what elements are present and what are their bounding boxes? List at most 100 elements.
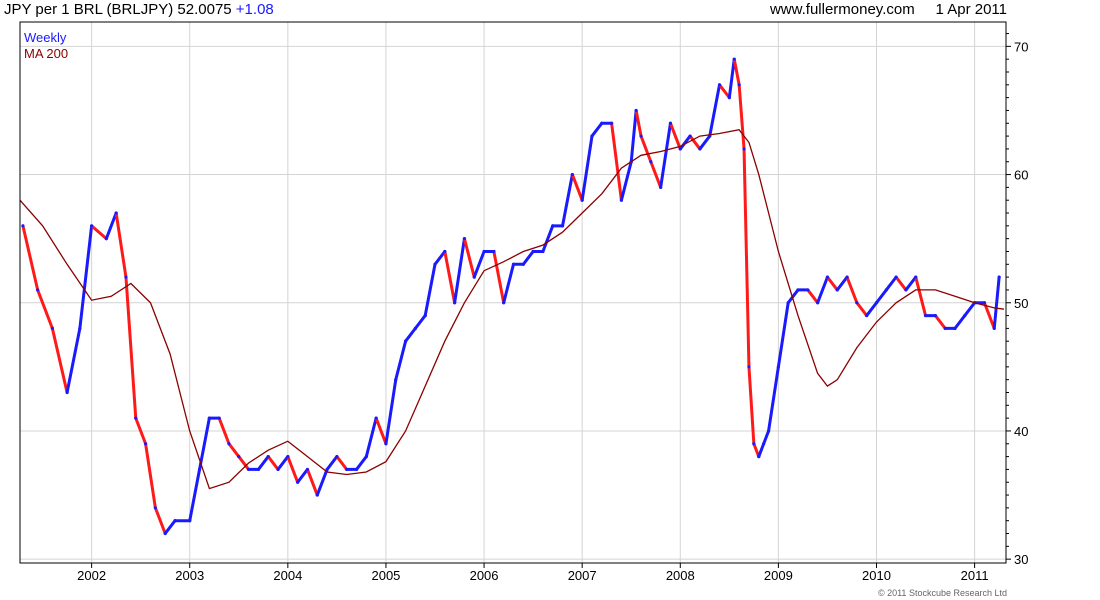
weekly-segment — [732, 57, 741, 87]
weekly-segment — [404, 326, 417, 343]
x-tick-label: 2010 — [862, 568, 891, 583]
weekly-point — [634, 108, 638, 113]
weekly-point — [521, 262, 525, 266]
weekly-segment — [462, 237, 476, 279]
weekly-point — [963, 313, 967, 318]
chart-date: 1 Apr 2011 — [935, 1, 1007, 18]
weekly-point — [296, 480, 300, 484]
weekly-segment — [561, 173, 574, 228]
weekly-point — [394, 378, 398, 382]
site-link[interactable]: www.fullermoney.com — [769, 1, 915, 18]
weekly-point — [197, 467, 202, 472]
weekly-point — [173, 519, 177, 523]
title-text: JPY per 1 BRL (BRLJPY) 52.0075 — [4, 1, 232, 18]
y-tick-label: 70 — [1014, 39, 1028, 54]
weekly-segment — [134, 416, 148, 446]
weekly-segment — [757, 442, 766, 459]
weekly-segment — [144, 442, 157, 510]
weekly-segment — [992, 275, 1001, 330]
weekly-point — [354, 467, 359, 472]
weekly-point — [315, 493, 319, 497]
weekly-segment — [747, 365, 756, 446]
weekly-point — [531, 249, 535, 254]
x-tick-label: 2003 — [175, 568, 204, 583]
weekly-point — [904, 288, 908, 292]
weekly-point — [246, 467, 251, 472]
weekly-segment — [276, 455, 290, 471]
weekly-segment — [36, 288, 54, 330]
weekly-point — [143, 442, 148, 446]
weekly-point — [78, 326, 82, 330]
weekly-point — [865, 313, 869, 318]
weekly-point — [305, 467, 310, 472]
weekly-point — [747, 365, 751, 369]
weekly-segment — [153, 506, 167, 536]
weekly-point — [659, 185, 663, 189]
weekly-point — [560, 224, 565, 228]
weekly-segment — [894, 275, 908, 292]
weekly-segment — [90, 224, 108, 241]
weekly-segment — [688, 134, 702, 151]
weekly-segment — [953, 314, 967, 330]
weekly-point — [482, 249, 486, 254]
legend-weekly: Weekly — [24, 30, 67, 45]
weekly-segment — [639, 134, 653, 164]
weekly-segment — [21, 224, 40, 292]
weekly-point — [732, 57, 736, 61]
x-tick-label: 2004 — [273, 568, 302, 583]
weekly-point — [276, 467, 280, 472]
weekly-segment — [659, 121, 672, 189]
weekly-segment — [374, 416, 388, 446]
weekly-segment — [610, 121, 623, 202]
weekly-segment — [227, 442, 241, 459]
weekly-segment — [188, 467, 202, 523]
weekly-point — [600, 121, 604, 125]
plot-frame — [19, 21, 1007, 564]
x-tick-label: 2006 — [470, 568, 499, 583]
weekly-segment — [727, 57, 736, 100]
weekly-segment — [776, 301, 790, 369]
weekly-point — [237, 454, 241, 459]
header-right: www.fullermoney.com 1 Apr 2011 — [770, 1, 1007, 19]
weekly-segment — [413, 314, 427, 330]
weekly-segment — [762, 429, 771, 446]
weekly-point — [943, 326, 947, 330]
weekly-point — [345, 467, 349, 472]
weekly-segment — [453, 237, 466, 305]
weekly-segment — [335, 455, 349, 471]
weekly-point — [982, 301, 987, 305]
weekly-segment — [237, 455, 251, 471]
weekly-point — [511, 262, 516, 266]
weekly-point — [453, 301, 457, 305]
weekly-point — [678, 147, 682, 151]
y-tick-label: 50 — [1014, 296, 1028, 311]
weekly-point — [384, 442, 388, 446]
weekly-point — [570, 172, 574, 177]
weekly-segment — [570, 173, 584, 202]
weekly-segment — [492, 249, 506, 305]
y-tick-label: 30 — [1014, 552, 1028, 567]
weekly-segment — [163, 519, 177, 536]
weekly-segment — [423, 262, 437, 318]
weekly-point — [992, 326, 996, 330]
weekly-point — [364, 454, 368, 459]
weekly-point — [997, 275, 1001, 279]
weekly-segment — [124, 275, 138, 420]
weekly-segment — [904, 275, 918, 292]
weekly-segment — [752, 442, 761, 459]
weekly-point — [757, 454, 761, 459]
weekly-segment — [865, 301, 878, 318]
weekly-segment — [256, 455, 270, 471]
weekly-point — [727, 96, 731, 100]
weekly-point — [796, 288, 800, 292]
weekly-segment — [737, 83, 746, 151]
weekly-point — [914, 275, 918, 279]
weekly-segment — [355, 455, 368, 471]
weekly-point — [374, 416, 378, 420]
weekly-point — [776, 365, 780, 369]
weekly-segment — [325, 455, 339, 471]
weekly-segment — [472, 249, 486, 279]
weekly-point — [207, 416, 211, 420]
weekly-point — [894, 275, 898, 279]
